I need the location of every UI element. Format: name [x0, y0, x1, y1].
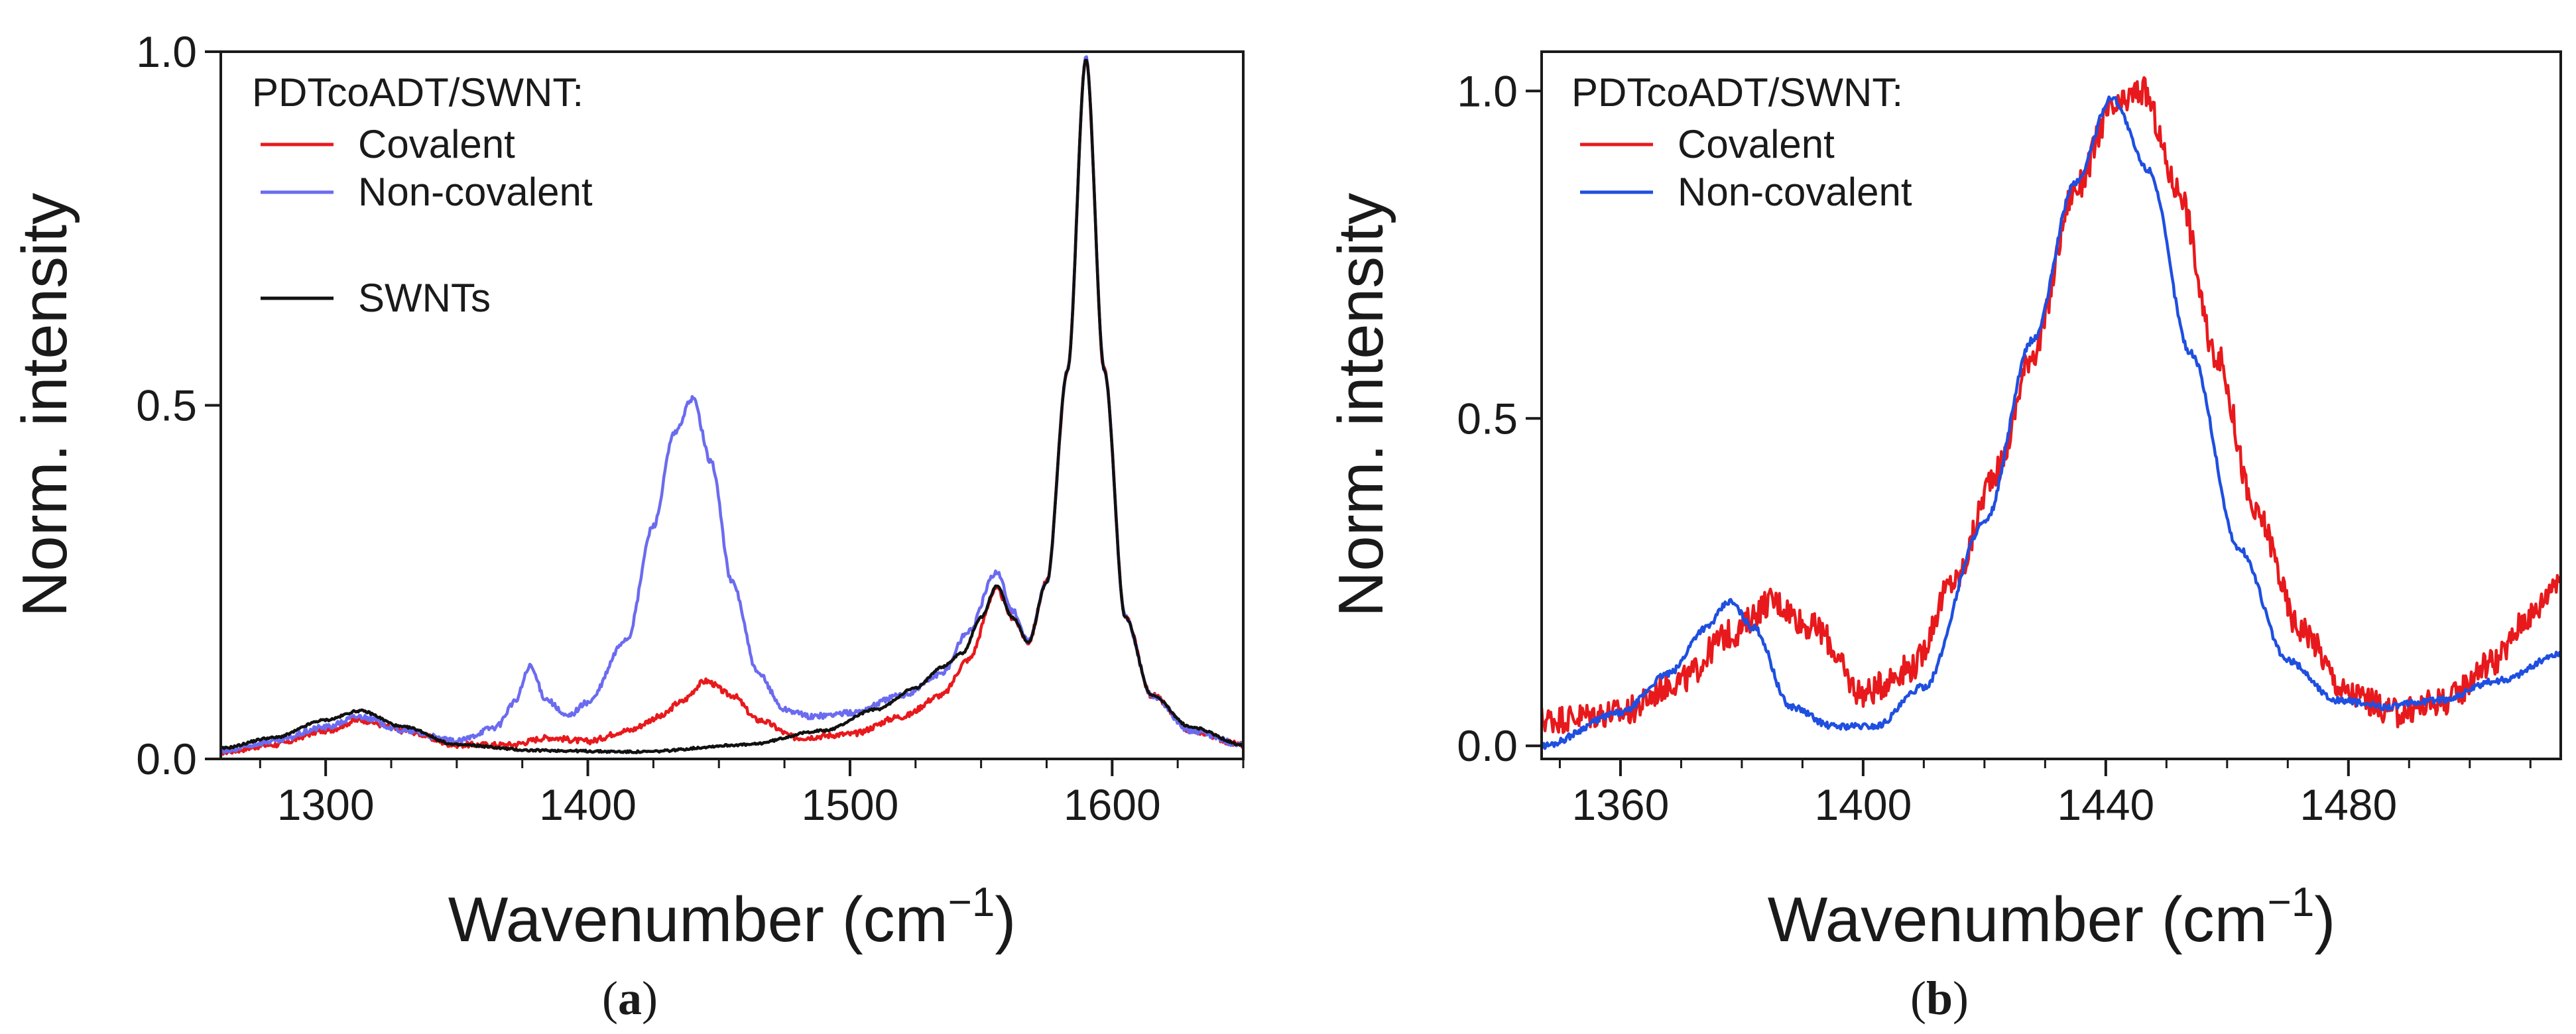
panel-b-label-letter: b — [1926, 972, 1953, 1025]
panel-b-plot-frame — [1540, 50, 2562, 760]
panel-a-label: (a) — [602, 972, 658, 1025]
panel-a-legend-label-non-covalent: Non-covalent — [358, 170, 593, 214]
panel-a-y-tick-label: 1.0 — [136, 27, 197, 76]
panel-b-legend-label-non-covalent: Non-covalent — [1678, 170, 1912, 214]
panel-a: 1300 1400 1500 1600 0.0 0.5 1.0 PDTcoADT/SWNT:… — [9, 27, 1245, 1025]
panel-b-x-tick-label: 1440 — [2057, 780, 2154, 829]
panel-a-label-letter: a — [618, 972, 642, 1025]
panel-a-x-axis-title-main: Wavenumber (cm — [448, 884, 948, 955]
panel-a-x-tick-label: 1300 — [277, 780, 375, 829]
panel-a-x-axis-title-sup: −1 — [948, 880, 995, 925]
panel-a-y-tick-label: 0.0 — [136, 734, 197, 783]
panel-a-y-tick-label: 0.5 — [136, 381, 197, 430]
panel-b-y-axis-title: Norm. intensity — [1325, 193, 1396, 617]
panel-b-y-tick-label: 0.0 — [1457, 721, 1518, 770]
panel-b-legend-title: PDTcoADT/SWNT: — [1571, 70, 1903, 115]
panel-a-x-axis-title: Wavenumber (cm−1) — [448, 880, 1016, 955]
panel-b-x-axis-title: Wavenumber (cm−1) — [1768, 880, 2336, 955]
panel-a-x-axis-title-close: ) — [995, 884, 1016, 955]
panel-b: 1360 1400 1440 1480 0.0 0.5 1.0 PDTcoADT/SWNT:… — [1325, 50, 2562, 1025]
panel-b-x-tick-label: 1360 — [1572, 780, 1670, 829]
panel-b-x-axis-title-close: ) — [2314, 884, 2335, 955]
panel-b-y-tick-label: 0.5 — [1457, 394, 1518, 443]
panel-a-x-tick-label: 1400 — [539, 780, 637, 829]
panel-b-x-axis-title-sup: −1 — [2268, 880, 2315, 925]
panel-a-y-axis-title: Norm. intensity — [9, 193, 80, 617]
panel-b-legend: PDTcoADT/SWNT: Covalent Non-covalent — [1571, 70, 1912, 214]
panel-b-label: (b) — [1910, 972, 1969, 1025]
panel-b-series-non-covalent — [1542, 95, 2561, 750]
panel-b-legend-label-covalent: Covalent — [1678, 122, 1835, 166]
panel-a-x-tick-label: 1600 — [1064, 780, 1161, 829]
panel-a-series-swnts — [221, 58, 1243, 754]
panel-a-legend-title: PDTcoADT/SWNT: — [252, 70, 583, 115]
panel-b-series — [1542, 76, 2561, 750]
panel-a-axes: 1300 1400 1500 1600 0.0 0.5 1.0 — [136, 27, 1245, 829]
panel-b-x-tick-label: 1480 — [2300, 780, 2397, 829]
panel-b-y-tick-label: 1.0 — [1457, 66, 1518, 115]
panel-a-series — [221, 55, 1243, 756]
panel-a-legend-label-covalent: Covalent — [358, 122, 515, 166]
panel-b-x-axis-title-main: Wavenumber (cm — [1768, 884, 2268, 955]
panel-b-x-tick-label: 1400 — [1814, 780, 1912, 829]
panel-a-legend-label-swnts: SWNTs — [358, 276, 491, 320]
panel-a-x-tick-label: 1500 — [802, 780, 899, 829]
panel-b-axes: 1360 1400 1440 1480 0.0 0.5 1.0 — [1457, 66, 2532, 829]
panel-a-legend: PDTcoADT/SWNT: Covalent Non-covalent SWN… — [252, 70, 593, 320]
